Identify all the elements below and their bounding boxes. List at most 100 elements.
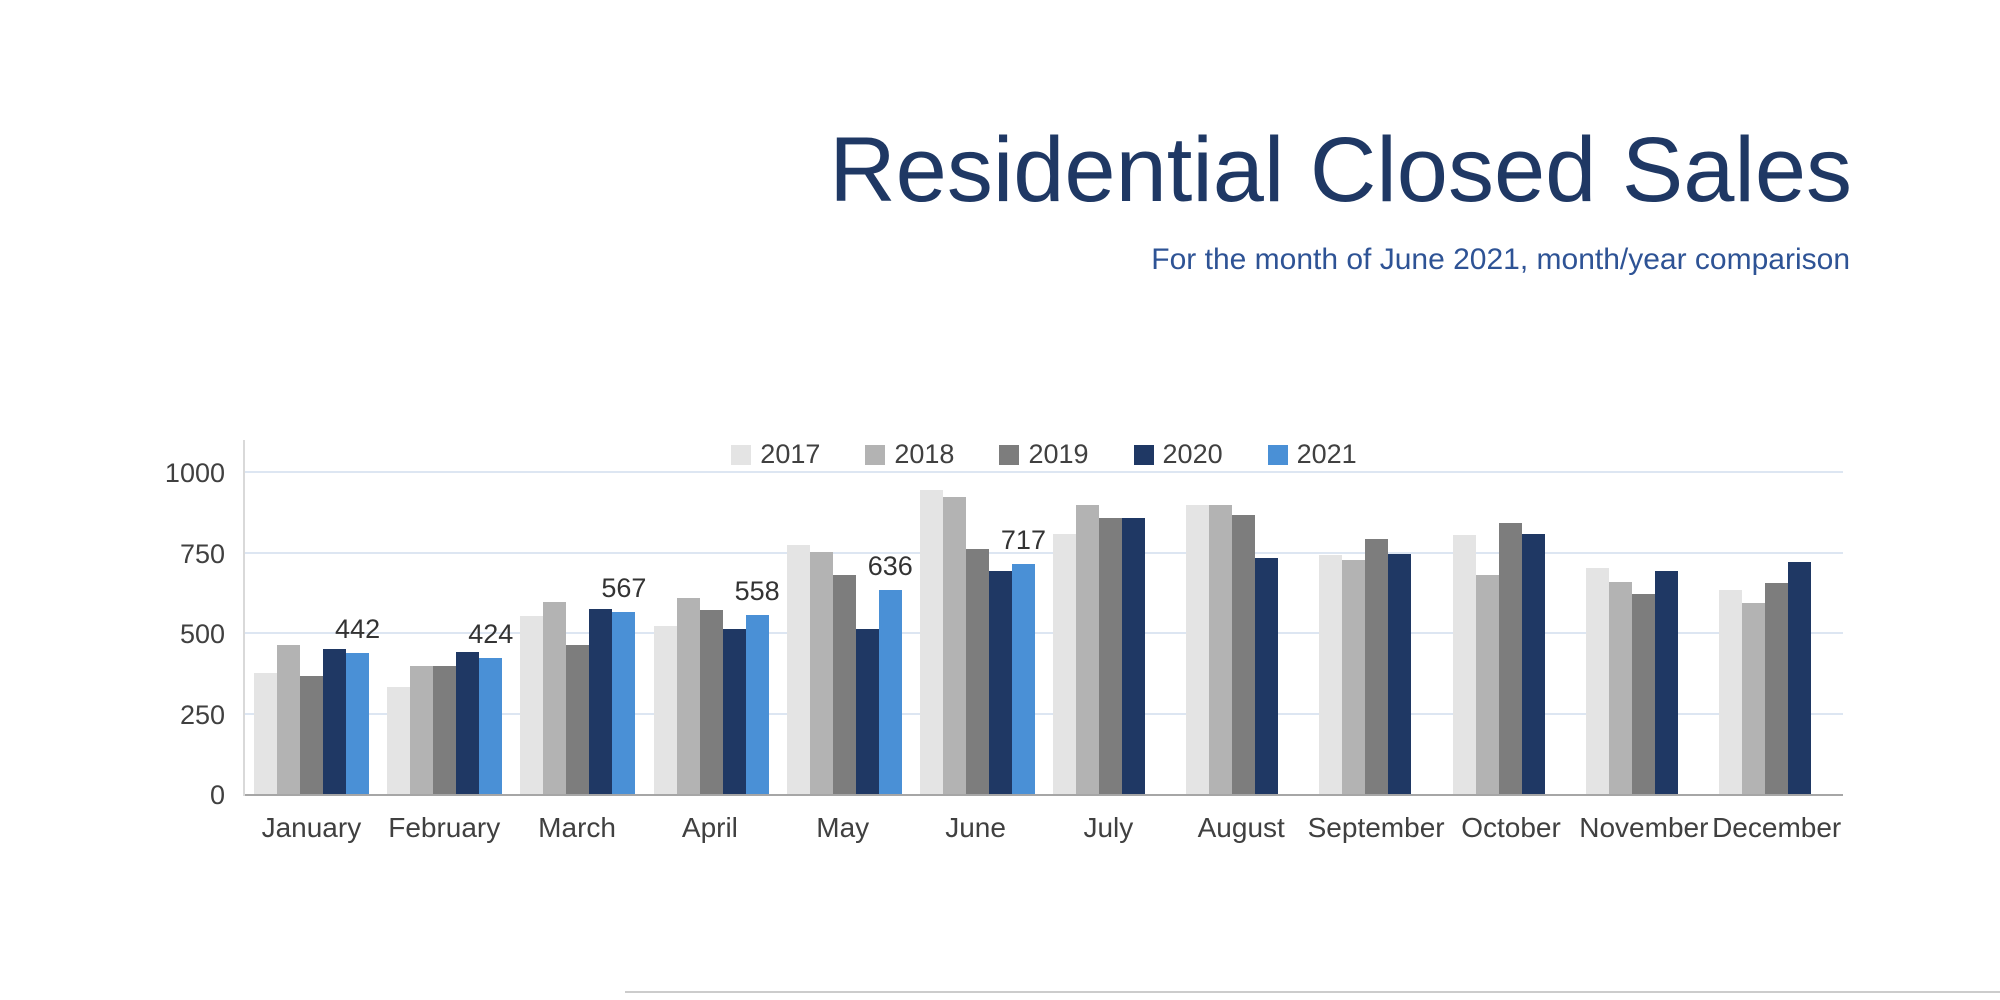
bar-2019-november — [1631, 594, 1655, 795]
y-tick-0: 0 — [209, 780, 225, 810]
bar-2017-november — [1585, 567, 1609, 795]
legend-label: 2017 — [760, 439, 821, 469]
bottom-divider — [625, 991, 2000, 993]
bar-2018-february — [410, 665, 434, 795]
x-label-december: December — [1712, 812, 1842, 843]
bar-2017-october — [1452, 534, 1476, 795]
gridline-1000 — [245, 471, 1843, 473]
page-title: Residential Closed Sales — [829, 119, 1852, 221]
bar-2017-december — [1718, 589, 1742, 795]
gridline-750 — [245, 551, 1843, 554]
y-tick-250: 250 — [179, 699, 225, 730]
y-axis-line — [243, 440, 245, 796]
bar-2017-january — [254, 673, 278, 795]
bar-group-august — [1177, 473, 1310, 795]
page-subtitle: For the month of June 2021, month/year c… — [1151, 243, 1850, 276]
legend-label: 2020 — [1162, 439, 1223, 469]
bar-2020-july — [1122, 518, 1146, 795]
bar-2017-june — [919, 490, 943, 795]
bar-2020-june — [988, 571, 1012, 795]
bar-2020-january — [323, 649, 347, 795]
bar-2018-january — [277, 645, 301, 795]
plot-area: 442 424 567 558 636 717 — [245, 471, 1843, 795]
bar-2018-november — [1608, 581, 1632, 795]
bar-group-july — [1044, 473, 1177, 795]
bar-2019-july — [1099, 517, 1123, 795]
bar-2020-august — [1255, 558, 1279, 795]
x-label-july: July — [1083, 812, 1134, 843]
y-tick-750: 750 — [179, 538, 225, 569]
legend-item-2017: 2017 — [731, 439, 820, 470]
x-axis-line — [245, 794, 1843, 796]
y-tick-500: 500 — [179, 619, 225, 649]
bar-2019-may — [832, 575, 856, 795]
bar-2017-august — [1186, 505, 1210, 795]
x-label-june: June — [945, 812, 1006, 843]
legend-label: 2021 — [1296, 439, 1357, 469]
bar-2018-april — [676, 598, 700, 795]
x-label-march: March — [538, 812, 616, 843]
x-label-january: January — [261, 812, 362, 843]
bar-2021-june: 717 — [1001, 525, 1046, 795]
data-label-2021-june: 717 — [1000, 525, 1046, 556]
bar-group-december — [1710, 473, 1843, 795]
bar-2017-april — [653, 625, 677, 795]
bar-2021-january: 442 — [335, 614, 380, 795]
x-axis-labels: January February March April May June July Augu… — [245, 812, 1843, 844]
bar-group-march: 567 — [511, 473, 647, 795]
bar-2021-april: 558 — [735, 576, 780, 795]
data-label-2021-february: 424 — [468, 619, 514, 650]
legend-label: 2019 — [1028, 439, 1089, 469]
bar-2021-may: 636 — [868, 551, 913, 795]
bar-2020-april — [722, 628, 746, 795]
x-label-november: November — [1579, 812, 1709, 843]
bar-2018-june — [942, 497, 966, 795]
bar-2018-july — [1076, 505, 1100, 795]
bar-2019-february — [433, 665, 457, 795]
bar-2018-august — [1209, 504, 1233, 795]
data-label-2021-january: 442 — [335, 613, 381, 644]
x-label-april: April — [681, 812, 738, 843]
bar-group-june: 717 — [911, 473, 1046, 795]
legend-swatch-2019 — [999, 444, 1020, 465]
bar-group-february: 424 — [378, 473, 513, 795]
bar-group-september — [1310, 473, 1443, 795]
bar-2018-september — [1342, 559, 1366, 795]
bar-2019-april — [699, 610, 723, 795]
bar-2018-october — [1475, 574, 1499, 795]
bar-2017-march — [520, 615, 544, 795]
bar-2019-october — [1498, 522, 1522, 795]
bar-2018-march — [543, 601, 567, 795]
bar-2019-march — [566, 645, 590, 795]
legend-item-2018: 2018 — [865, 439, 954, 470]
bar-2019-january — [300, 675, 324, 795]
x-label-september: September — [1307, 812, 1445, 843]
legend-label: 2018 — [894, 439, 955, 469]
x-label-october: October — [1461, 812, 1561, 843]
legend-swatch-2017 — [731, 444, 752, 465]
bar-2020-february — [456, 652, 480, 795]
gridlines — [245, 471, 1843, 795]
bar-2019-june — [965, 549, 989, 795]
bar-2020-may — [855, 628, 879, 795]
bar-2017-may — [786, 544, 810, 795]
bar-2017-february — [387, 686, 411, 795]
bar-groups: 442 424 567 558 636 717 — [245, 473, 1843, 795]
y-tick-1000: 1000 — [164, 458, 225, 488]
bar-2020-december — [1787, 562, 1811, 795]
data-label-2021-april: 558 — [734, 576, 780, 607]
bar-2020-september — [1388, 554, 1412, 795]
legend-swatch-2018 — [865, 444, 886, 465]
bar-2021-february: 424 — [468, 619, 513, 795]
bar-group-november — [1577, 473, 1710, 795]
bar-group-january: 442 — [245, 473, 380, 795]
data-label-2021-march: 567 — [601, 573, 647, 604]
chart-legend: 2017 2018 2019 2020 2021 — [245, 439, 1843, 470]
bar-2019-august — [1232, 515, 1256, 795]
data-label-2021-may: 636 — [867, 551, 913, 582]
bar-2019-september — [1365, 539, 1389, 795]
y-axis-labels: 0 250 500 750 1000 — [120, 458, 225, 810]
bar-2020-november — [1654, 571, 1678, 795]
gridline-250 — [245, 712, 1843, 715]
